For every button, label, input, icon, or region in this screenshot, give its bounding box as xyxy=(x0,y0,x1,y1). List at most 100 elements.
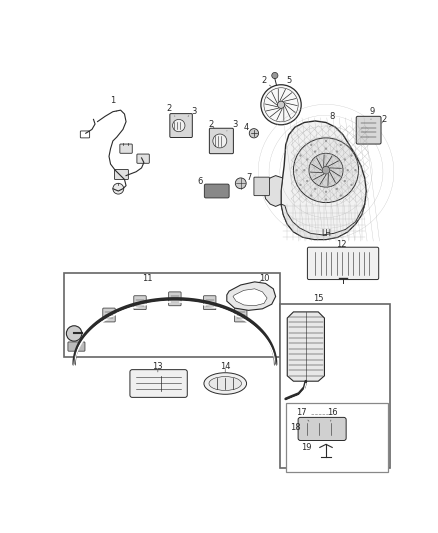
Circle shape xyxy=(306,180,308,182)
Circle shape xyxy=(309,154,343,187)
Circle shape xyxy=(303,169,305,172)
Circle shape xyxy=(293,138,359,203)
FancyBboxPatch shape xyxy=(68,342,85,351)
FancyBboxPatch shape xyxy=(356,116,381,144)
Circle shape xyxy=(319,159,321,161)
Circle shape xyxy=(350,155,353,157)
Circle shape xyxy=(331,159,333,161)
Circle shape xyxy=(335,163,337,166)
Circle shape xyxy=(235,178,246,189)
Text: 19: 19 xyxy=(301,443,312,452)
Circle shape xyxy=(299,184,302,186)
Circle shape xyxy=(325,198,327,200)
Text: 13: 13 xyxy=(152,362,163,372)
Circle shape xyxy=(350,184,353,186)
Circle shape xyxy=(319,179,321,181)
Circle shape xyxy=(322,166,330,174)
FancyBboxPatch shape xyxy=(130,370,187,398)
Circle shape xyxy=(113,183,124,194)
Circle shape xyxy=(315,175,317,177)
Text: 11: 11 xyxy=(142,273,153,282)
Circle shape xyxy=(310,144,312,146)
Text: 2: 2 xyxy=(208,119,215,128)
FancyBboxPatch shape xyxy=(64,273,279,357)
Text: 12: 12 xyxy=(336,240,347,249)
Polygon shape xyxy=(233,289,267,306)
Text: 16: 16 xyxy=(327,408,338,421)
FancyBboxPatch shape xyxy=(204,184,229,198)
Circle shape xyxy=(344,158,346,160)
FancyBboxPatch shape xyxy=(298,417,346,440)
Circle shape xyxy=(344,180,346,182)
Text: 18: 18 xyxy=(290,423,300,432)
FancyBboxPatch shape xyxy=(209,128,233,154)
Circle shape xyxy=(354,169,357,172)
Circle shape xyxy=(295,169,298,172)
FancyBboxPatch shape xyxy=(114,169,128,180)
Circle shape xyxy=(249,128,258,138)
Text: 2: 2 xyxy=(381,115,387,124)
Polygon shape xyxy=(281,204,365,239)
FancyBboxPatch shape xyxy=(286,403,388,472)
Ellipse shape xyxy=(209,377,241,391)
Text: 1: 1 xyxy=(110,96,117,112)
Text: 6: 6 xyxy=(197,177,202,186)
Text: 2: 2 xyxy=(167,104,175,116)
Circle shape xyxy=(310,195,312,197)
Circle shape xyxy=(299,155,302,157)
Circle shape xyxy=(313,169,315,172)
Circle shape xyxy=(67,326,82,341)
FancyBboxPatch shape xyxy=(204,296,216,310)
FancyBboxPatch shape xyxy=(80,131,90,138)
Text: 4: 4 xyxy=(244,123,249,132)
Text: 7: 7 xyxy=(246,173,251,182)
Polygon shape xyxy=(281,121,366,239)
FancyBboxPatch shape xyxy=(307,247,379,280)
Circle shape xyxy=(314,188,316,190)
Text: 3: 3 xyxy=(188,107,197,116)
Text: 9: 9 xyxy=(370,107,375,119)
FancyBboxPatch shape xyxy=(103,308,115,322)
Text: 14: 14 xyxy=(220,362,230,372)
Text: 3: 3 xyxy=(227,119,237,131)
Circle shape xyxy=(213,134,227,148)
Circle shape xyxy=(335,175,337,177)
Circle shape xyxy=(331,179,333,181)
Text: 8: 8 xyxy=(329,112,335,127)
Circle shape xyxy=(315,163,317,166)
Text: LH: LH xyxy=(321,229,331,238)
Circle shape xyxy=(325,181,327,183)
Circle shape xyxy=(336,169,339,172)
Circle shape xyxy=(306,158,308,160)
Circle shape xyxy=(325,158,327,160)
Circle shape xyxy=(272,72,278,78)
Circle shape xyxy=(346,169,349,172)
Circle shape xyxy=(339,144,342,146)
Text: 5: 5 xyxy=(286,76,291,85)
Circle shape xyxy=(277,101,285,108)
Text: 15: 15 xyxy=(313,294,324,303)
Text: 2: 2 xyxy=(261,76,271,86)
Circle shape xyxy=(325,140,327,142)
FancyBboxPatch shape xyxy=(137,154,149,163)
Circle shape xyxy=(339,195,342,197)
FancyBboxPatch shape xyxy=(279,304,389,468)
FancyBboxPatch shape xyxy=(235,308,247,322)
Polygon shape xyxy=(264,175,283,206)
Circle shape xyxy=(336,150,338,152)
Circle shape xyxy=(325,191,327,193)
FancyBboxPatch shape xyxy=(170,114,192,138)
Polygon shape xyxy=(227,282,276,310)
FancyBboxPatch shape xyxy=(120,144,132,154)
Circle shape xyxy=(173,119,185,132)
Polygon shape xyxy=(287,312,325,381)
Text: 17: 17 xyxy=(296,408,309,421)
Circle shape xyxy=(261,85,301,125)
FancyBboxPatch shape xyxy=(134,296,146,310)
Ellipse shape xyxy=(204,373,247,394)
Circle shape xyxy=(325,148,327,150)
FancyBboxPatch shape xyxy=(254,177,269,196)
FancyBboxPatch shape xyxy=(169,292,181,306)
Circle shape xyxy=(336,188,338,190)
Circle shape xyxy=(314,150,316,152)
